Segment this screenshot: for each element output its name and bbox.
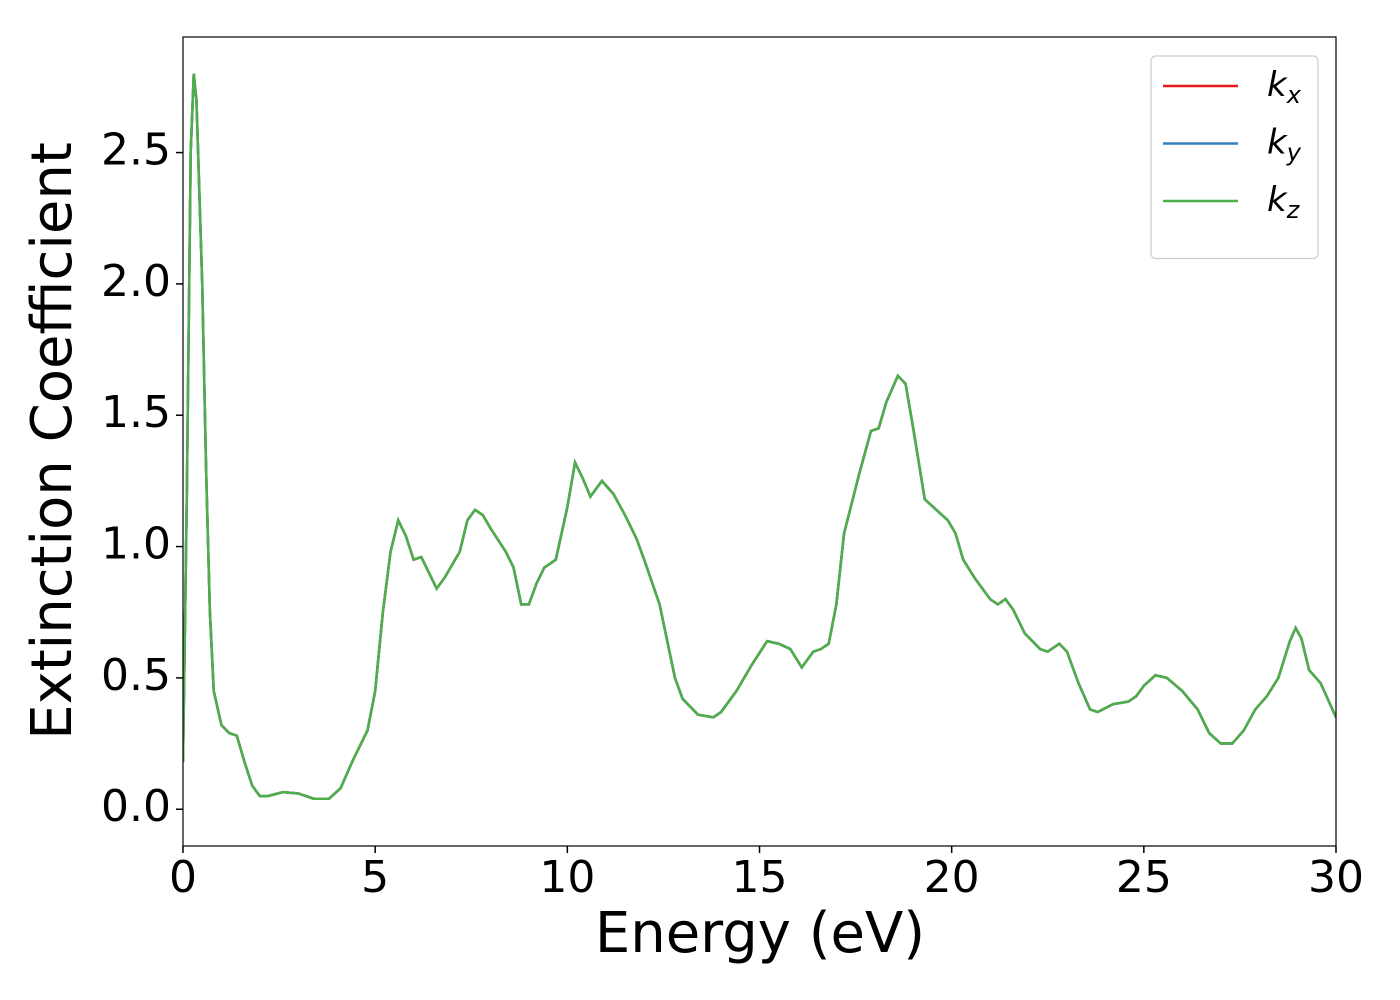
legend-box <box>1150 55 1319 260</box>
x-tick-label: 0 <box>169 852 197 903</box>
x-tick-label: 20 <box>924 852 980 903</box>
legend-label: kx <box>1267 65 1302 110</box>
y-tick-label: 2.5 <box>101 125 171 176</box>
x-tick-label: 30 <box>1308 852 1364 903</box>
legend-label: ky <box>1267 122 1302 167</box>
plot-frame <box>182 36 1337 847</box>
x-tick-label: 25 <box>1116 852 1172 903</box>
legend-label: kz <box>1267 180 1301 225</box>
y-axis-label: Extinction Coefficient <box>20 142 85 740</box>
data-line <box>183 73 1336 800</box>
plot-lines <box>183 73 1336 800</box>
x-axis-label: Energy (eV) <box>595 901 925 966</box>
y-tick-label: 1.0 <box>101 519 171 570</box>
y-tick-label: 1.5 <box>101 387 171 438</box>
y-tick-label: 0.0 <box>101 781 171 832</box>
x-tick-label: 10 <box>539 852 595 903</box>
x-tick-label: 5 <box>361 852 389 903</box>
y-tick-label: 0.5 <box>101 650 171 701</box>
y-tick-label: 2.0 <box>101 256 171 307</box>
x-tick-label: 15 <box>732 852 788 903</box>
